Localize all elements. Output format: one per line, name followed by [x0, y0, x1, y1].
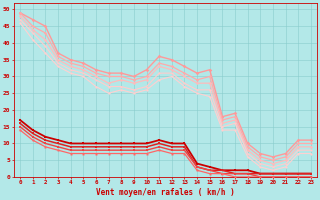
X-axis label: Vent moyen/en rafales ( km/h ): Vent moyen/en rafales ( km/h )	[96, 188, 235, 197]
